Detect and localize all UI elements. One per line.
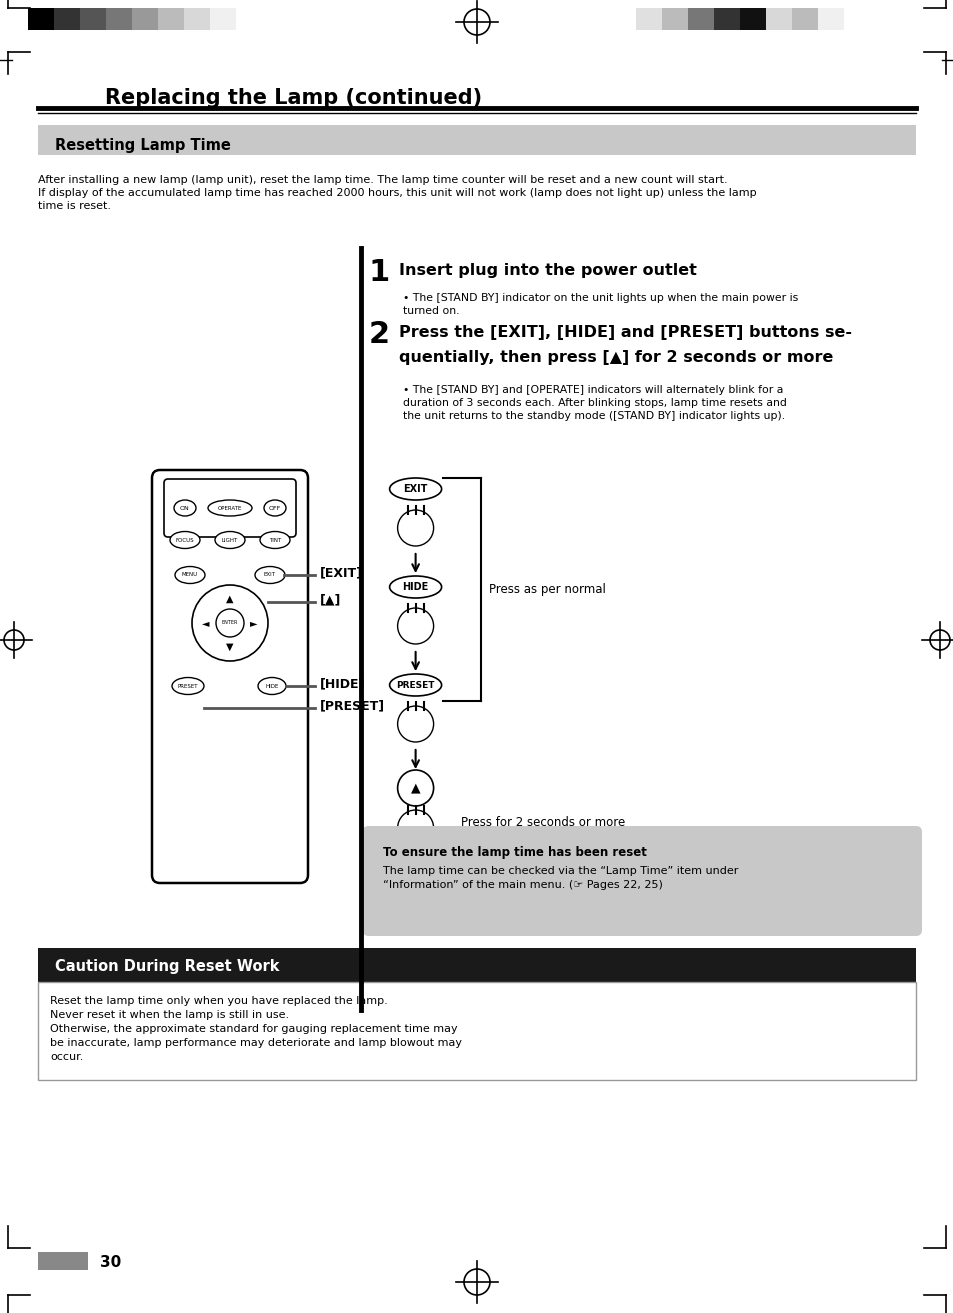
Ellipse shape bbox=[389, 674, 441, 696]
Ellipse shape bbox=[174, 566, 205, 583]
Bar bbox=[765, 8, 791, 30]
Bar bbox=[80, 8, 106, 30]
Text: ▲: ▲ bbox=[226, 593, 233, 604]
Ellipse shape bbox=[254, 566, 285, 583]
Bar bbox=[210, 8, 235, 30]
Text: 1: 1 bbox=[368, 257, 390, 288]
Text: The lamp time can be checked via the “Lamp Time” item under
“Information” of the: The lamp time can be checked via the “La… bbox=[382, 867, 738, 890]
Bar bbox=[38, 125, 915, 155]
Bar bbox=[817, 8, 843, 30]
Bar bbox=[636, 8, 661, 30]
Ellipse shape bbox=[257, 678, 286, 695]
Bar bbox=[38, 948, 915, 982]
Ellipse shape bbox=[170, 532, 200, 549]
Text: FOCUS: FOCUS bbox=[175, 537, 194, 542]
Bar bbox=[184, 8, 210, 30]
Text: OPERATE: OPERATE bbox=[217, 506, 242, 511]
Text: [PRESET]: [PRESET] bbox=[319, 700, 385, 713]
Text: MENU: MENU bbox=[182, 572, 198, 578]
Text: After installing a new lamp (lamp unit), reset the lamp time. The lamp time coun: After installing a new lamp (lamp unit),… bbox=[38, 175, 756, 211]
Bar bbox=[28, 8, 54, 30]
Text: To ensure the lamp time has been reset: To ensure the lamp time has been reset bbox=[382, 846, 646, 859]
Text: Reset the lamp time only when you have replaced the lamp.
Never reset it when th: Reset the lamp time only when you have r… bbox=[50, 997, 461, 1062]
Ellipse shape bbox=[208, 500, 252, 516]
Text: Press the [EXIT], [HIDE] and [PRESET] buttons se-: Press the [EXIT], [HIDE] and [PRESET] bu… bbox=[398, 326, 851, 340]
Ellipse shape bbox=[172, 678, 204, 695]
Ellipse shape bbox=[389, 576, 441, 597]
Bar bbox=[54, 8, 80, 30]
Ellipse shape bbox=[260, 532, 290, 549]
Text: quentially, then press [▲] for 2 seconds or more: quentially, then press [▲] for 2 seconds… bbox=[398, 351, 832, 365]
Circle shape bbox=[397, 706, 434, 742]
Text: ◄: ◄ bbox=[202, 618, 210, 628]
Bar bbox=[713, 8, 740, 30]
Text: HIDE: HIDE bbox=[402, 582, 428, 592]
Text: Replacing the Lamp (continued): Replacing the Lamp (continued) bbox=[105, 88, 481, 108]
Text: ►: ► bbox=[250, 618, 257, 628]
Bar bbox=[106, 8, 132, 30]
Text: ON: ON bbox=[180, 506, 190, 511]
Text: PRESET: PRESET bbox=[177, 684, 198, 688]
Text: OFF: OFF bbox=[269, 506, 281, 511]
Circle shape bbox=[397, 608, 434, 643]
Circle shape bbox=[397, 509, 434, 546]
Text: 2: 2 bbox=[368, 320, 390, 349]
Text: [EXIT]: [EXIT] bbox=[319, 566, 363, 579]
Text: ENTER: ENTER bbox=[222, 621, 238, 625]
Text: 30: 30 bbox=[100, 1255, 121, 1270]
Bar bbox=[740, 8, 765, 30]
Bar bbox=[661, 8, 687, 30]
Text: [HIDE]: [HIDE] bbox=[319, 678, 365, 691]
Text: EXIT: EXIT bbox=[264, 572, 275, 578]
Ellipse shape bbox=[173, 500, 195, 516]
Circle shape bbox=[397, 810, 434, 846]
Circle shape bbox=[397, 769, 434, 806]
Text: PRESET: PRESET bbox=[395, 680, 435, 689]
Text: Caution During Reset Work: Caution During Reset Work bbox=[55, 960, 279, 974]
Bar bbox=[158, 8, 184, 30]
Text: Insert plug into the power outlet: Insert plug into the power outlet bbox=[398, 263, 696, 278]
FancyBboxPatch shape bbox=[362, 826, 921, 936]
Bar bbox=[38, 982, 915, 1081]
Text: Press as per normal: Press as per normal bbox=[488, 583, 605, 596]
Bar bbox=[687, 8, 713, 30]
Bar bbox=[132, 8, 158, 30]
Text: Resetting Lamp Time: Resetting Lamp Time bbox=[55, 138, 231, 154]
Text: HIDE: HIDE bbox=[265, 684, 278, 688]
Ellipse shape bbox=[214, 532, 245, 549]
Text: Press for 2 seconds or more: Press for 2 seconds or more bbox=[460, 817, 624, 830]
FancyBboxPatch shape bbox=[152, 470, 308, 884]
Text: [▲]: [▲] bbox=[319, 593, 341, 607]
Text: LIGHT: LIGHT bbox=[222, 537, 238, 542]
Circle shape bbox=[215, 609, 244, 637]
Text: ▼: ▼ bbox=[226, 642, 233, 653]
FancyBboxPatch shape bbox=[164, 479, 295, 537]
Circle shape bbox=[192, 586, 268, 660]
Text: EXIT: EXIT bbox=[403, 484, 427, 494]
Text: TINT: TINT bbox=[269, 537, 281, 542]
Ellipse shape bbox=[389, 478, 441, 500]
Bar bbox=[791, 8, 817, 30]
Text: • The [STAND BY] indicator on the unit lights up when the main power is
turned o: • The [STAND BY] indicator on the unit l… bbox=[402, 293, 797, 316]
Bar bbox=[38, 1253, 88, 1270]
Text: ▲: ▲ bbox=[411, 781, 420, 794]
Text: • The [STAND BY] and [OPERATE] indicators will alternately blink for a
duration : • The [STAND BY] and [OPERATE] indicator… bbox=[402, 385, 785, 421]
Ellipse shape bbox=[264, 500, 286, 516]
